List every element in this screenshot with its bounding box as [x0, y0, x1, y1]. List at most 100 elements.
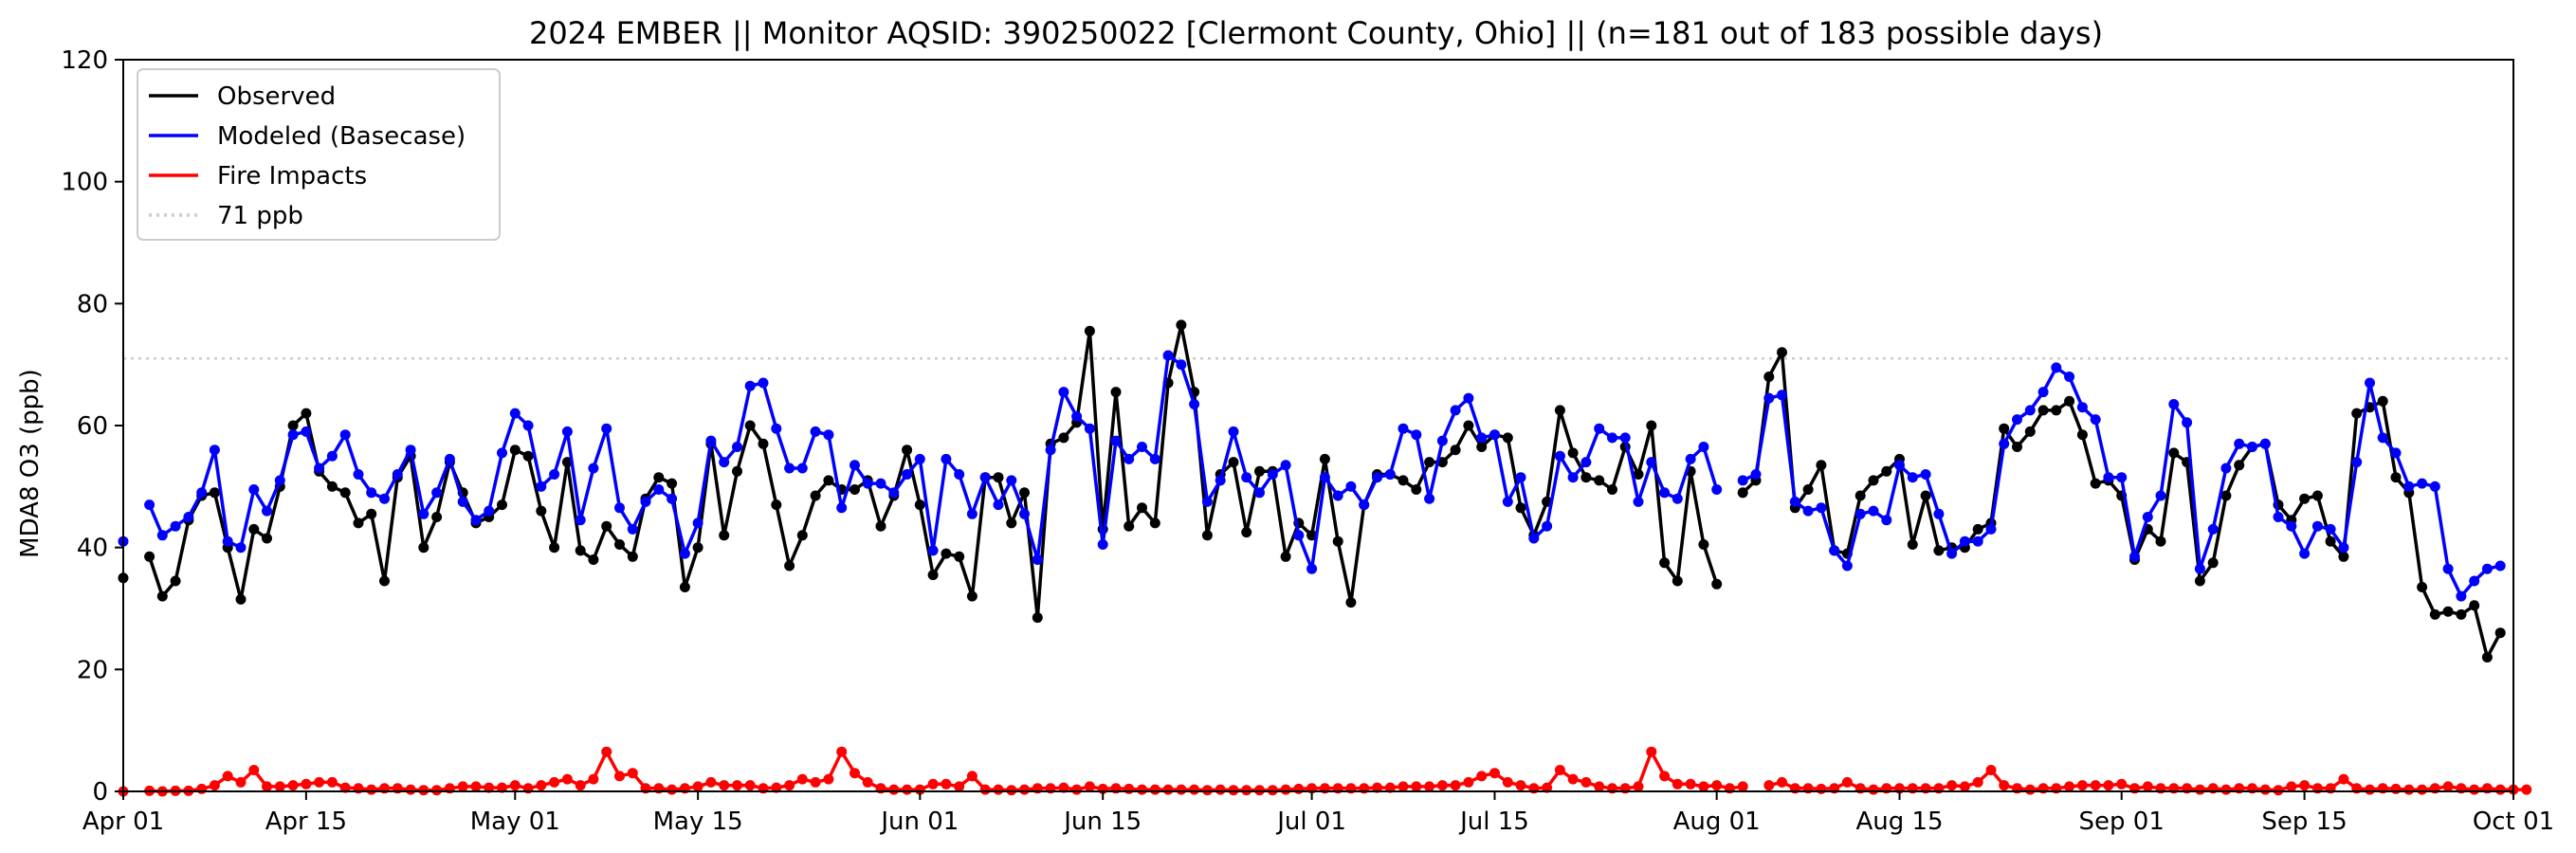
- data-point-observed: [418, 542, 429, 554]
- data-point-fire-impacts: [1162, 784, 1174, 795]
- data-point-fire-impacts: [1476, 771, 1488, 782]
- data-point-fire-impacts: [2273, 785, 2284, 796]
- data-point-modeled-basecase: [144, 499, 155, 511]
- data-point-fire-impacts: [823, 773, 834, 785]
- data-point-fire-impacts: [1398, 781, 1409, 792]
- data-point-modeled-basecase: [1267, 469, 1278, 480]
- data-point-modeled-basecase: [810, 426, 821, 437]
- data-point-modeled-basecase: [653, 484, 665, 495]
- data-point-fire-impacts: [339, 782, 351, 793]
- data-point-fire-impacts: [1868, 784, 1879, 795]
- data-point-fire-impacts: [1201, 785, 1213, 796]
- data-point-observed: [2469, 600, 2480, 611]
- data-point-observed: [1241, 527, 1252, 538]
- data-point-observed: [2234, 460, 2245, 471]
- data-point-fire-impacts: [979, 784, 991, 795]
- data-point-modeled-basecase: [1502, 496, 1513, 507]
- data-point-observed: [993, 472, 1004, 483]
- data-point-modeled-basecase: [1359, 499, 1370, 511]
- data-point-fire-impacts: [719, 780, 730, 791]
- data-point-observed: [2311, 490, 2323, 501]
- data-point-modeled-basecase: [2090, 414, 2101, 426]
- data-point-modeled-basecase: [2182, 417, 2193, 428]
- data-point-observed: [1933, 545, 1945, 556]
- data-point-observed: [366, 508, 377, 519]
- data-point-modeled-basecase: [2051, 362, 2062, 373]
- data-point-modeled-basecase: [1920, 469, 1931, 480]
- data-point-observed: [902, 445, 913, 456]
- data-point-fire-impacts: [1594, 781, 1605, 792]
- data-point-modeled-basecase: [2494, 560, 2506, 572]
- data-point-modeled-basecase: [2247, 442, 2257, 452]
- data-point-modeled-basecase: [1542, 520, 1553, 532]
- data-point-observed: [941, 548, 952, 559]
- data-point-fire-impacts: [549, 776, 560, 788]
- data-point-fire-impacts: [1959, 781, 1970, 792]
- data-point-observed: [1149, 517, 1160, 529]
- data-point-modeled-basecase: [1580, 457, 1592, 468]
- data-point-observed: [353, 517, 364, 529]
- data-point-fire-impacts: [2142, 781, 2153, 792]
- data-point-fire-impacts: [2259, 784, 2271, 795]
- data-point-modeled-basecase: [640, 496, 651, 507]
- data-point-fire-impacts: [1280, 784, 1291, 795]
- data-point-fire-impacts: [1659, 771, 1671, 782]
- data-point-modeled-basecase: [470, 515, 482, 526]
- data-point-observed: [2168, 447, 2180, 459]
- data-point-fire-impacts: [209, 780, 220, 791]
- data-point-observed: [1777, 347, 1787, 358]
- data-point-observed: [653, 472, 665, 483]
- data-point-observed: [536, 505, 547, 517]
- data-point-fire-impacts: [1006, 785, 1017, 796]
- data-point-fire-impacts: [1554, 765, 1565, 775]
- x-tick-label: Jun 01: [879, 808, 959, 836]
- data-point-fire-impacts: [1685, 778, 1696, 789]
- data-point-modeled-basecase: [1972, 535, 1983, 547]
- data-point-modeled-basecase: [235, 542, 247, 554]
- x-axis: Apr 01 Apr 15 May 01 May 15 Jun 01 Jun 15 Jul …: [82, 791, 2554, 836]
- data-point-modeled-basecase: [1345, 481, 1357, 492]
- data-point-fire-impacts: [326, 776, 338, 788]
- y-tick-label: 40: [77, 535, 108, 563]
- data-point-fire-impacts: [2521, 784, 2532, 795]
- data-point-modeled-basecase: [1032, 554, 1043, 565]
- data-point-fire-impacts: [561, 773, 573, 785]
- data-point-observed: [784, 560, 795, 572]
- data-point-fire-impacts: [1071, 784, 1083, 795]
- data-point-fire-impacts: [1502, 776, 1513, 788]
- data-point-modeled-basecase: [522, 420, 534, 431]
- data-point-fire-impacts: [2390, 783, 2402, 794]
- data-point-fire-impacts: [732, 780, 742, 791]
- legend-label: Observed: [217, 82, 336, 111]
- data-point-observed: [1698, 539, 1709, 550]
- data-point-observed: [509, 445, 521, 456]
- data-point-observed: [1633, 469, 1644, 480]
- data-point-observed: [875, 520, 886, 532]
- data-point-observed: [1176, 319, 1187, 331]
- data-point-modeled-basecase: [2429, 481, 2440, 492]
- data-point-fire-impacts: [1084, 781, 1095, 792]
- x-tick-label: Apr 15: [265, 808, 347, 836]
- data-point-observed: [601, 520, 612, 532]
- data-point-observed: [796, 530, 808, 541]
- data-point-fire-impacts: [2024, 784, 2036, 795]
- data-point-observed: [2390, 472, 2402, 483]
- data-point-observed: [1672, 575, 1683, 587]
- data-point-modeled-basecase: [1633, 496, 1644, 507]
- data-point-modeled-basecase: [314, 463, 325, 474]
- data-point-modeled-basecase: [2116, 472, 2128, 483]
- data-point-modeled-basecase: [705, 435, 717, 446]
- data-point-observed: [2442, 606, 2454, 617]
- data-point-observed: [758, 438, 769, 449]
- data-point-fire-impacts: [1698, 781, 1709, 792]
- y-tick-label: 60: [77, 412, 108, 441]
- data-point-observed: [1032, 612, 1043, 624]
- data-point-modeled-basecase: [2207, 523, 2219, 535]
- x-tick-label: Jun 15: [1062, 808, 1142, 836]
- legend-label: Fire Impacts: [217, 162, 367, 191]
- data-point-fire-impacts: [927, 778, 939, 789]
- data-point-fire-impacts: [2103, 780, 2114, 791]
- data-point-observed: [2076, 429, 2088, 441]
- data-point-observed: [497, 499, 507, 511]
